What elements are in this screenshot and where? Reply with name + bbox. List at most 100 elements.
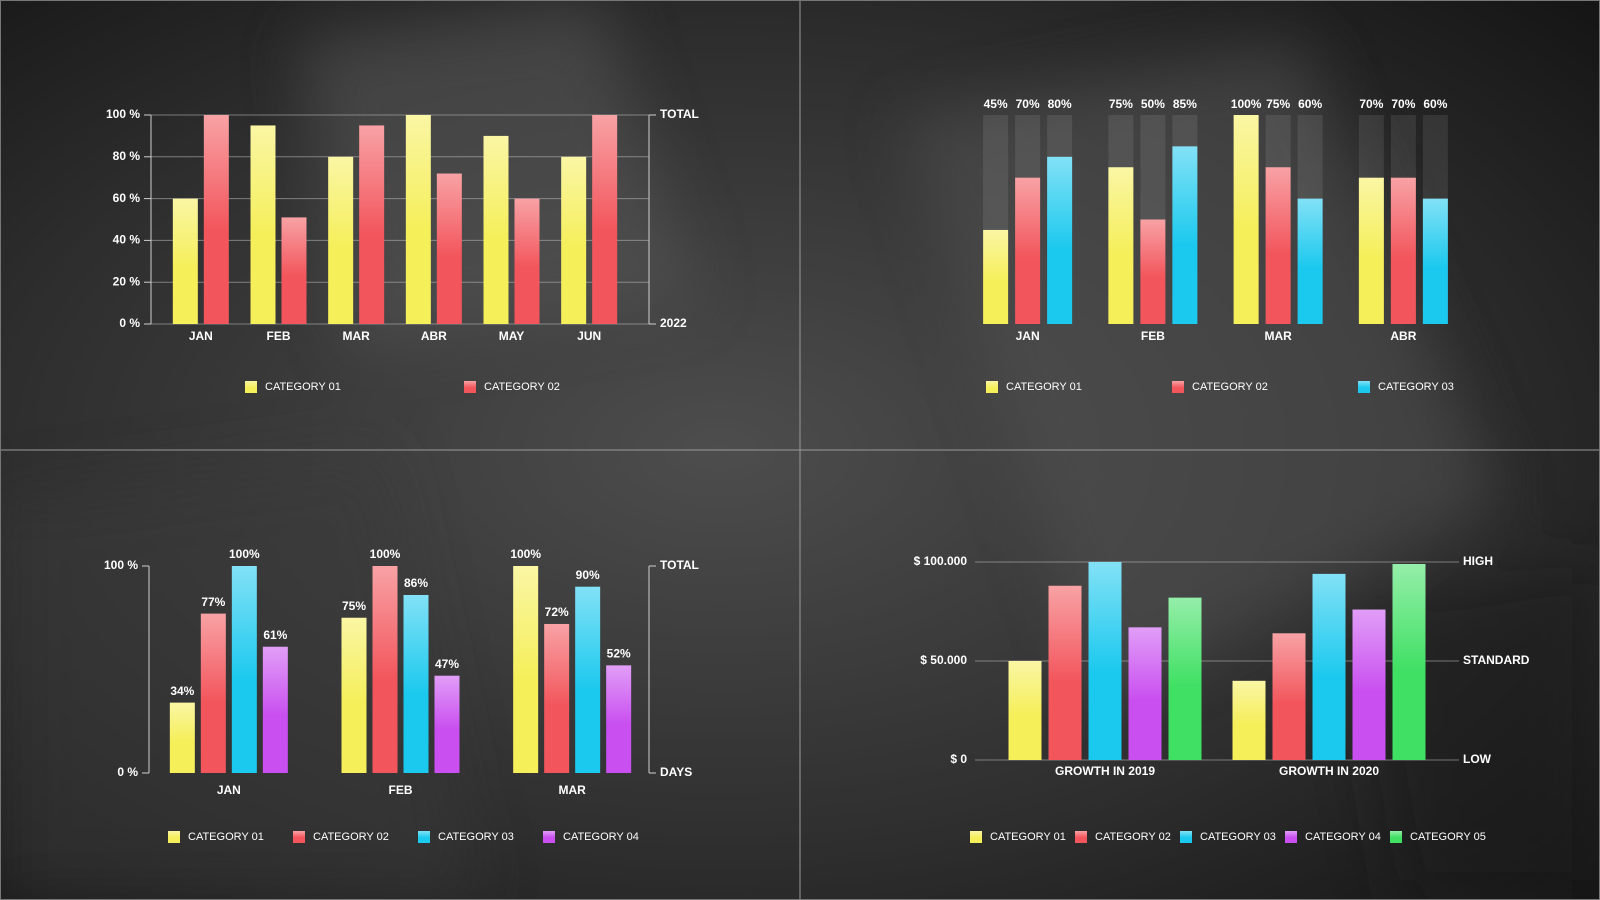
legend-label: CATEGORY 03 <box>438 831 514 843</box>
bar <box>606 665 632 773</box>
x-tick-label: JUN <box>577 329 601 343</box>
x-tick-label: MAR <box>343 329 371 343</box>
bar <box>1232 680 1266 760</box>
legend-label: CATEGORY 03 <box>1200 831 1276 843</box>
bar <box>250 125 276 324</box>
legend-label: CATEGORY 02 <box>1192 381 1268 393</box>
bar <box>561 156 587 324</box>
legend-label: CATEGORY 02 <box>1095 831 1171 843</box>
value-label: 45% <box>984 97 1008 111</box>
legend-swatch <box>1358 381 1370 393</box>
x-tick-label: ABR <box>1390 329 1416 343</box>
legend-label: CATEGORY 01 <box>1006 381 1082 393</box>
x-tick-label: JAN <box>1016 329 1040 343</box>
bar <box>372 566 398 773</box>
y-tick-label: 100 % <box>104 558 138 572</box>
value-label: 34% <box>170 684 194 698</box>
bar <box>200 613 226 773</box>
value-label: 70% <box>1016 97 1040 111</box>
value-label: 77% <box>201 595 225 609</box>
legend-label: CATEGORY 01 <box>188 831 264 843</box>
bar <box>1128 627 1162 760</box>
bar <box>1088 562 1122 760</box>
bar <box>434 675 460 773</box>
bar <box>1392 563 1426 760</box>
value-label: 100% <box>510 547 541 561</box>
bar <box>231 566 257 773</box>
x-tick-label: GROWTH IN 2020 <box>1279 764 1379 778</box>
legend-swatch <box>1172 381 1184 393</box>
value-label: 72% <box>545 605 569 619</box>
x-tick-label: MAR <box>559 783 587 797</box>
legend-label: CATEGORY 03 <box>1378 381 1454 393</box>
value-label: 60% <box>1298 97 1322 111</box>
bar <box>1015 177 1041 324</box>
bar <box>1168 597 1202 760</box>
bar <box>359 125 385 324</box>
legend-swatch <box>970 831 982 843</box>
bar <box>169 702 195 773</box>
y2-tick-label: STANDARD <box>1463 653 1530 667</box>
value-label: 60% <box>1423 97 1447 111</box>
legend-label: CATEGORY 04 <box>563 831 639 843</box>
bar <box>513 566 539 773</box>
x-tick-label: GROWTH IN 2019 <box>1055 764 1155 778</box>
value-label: 47% <box>435 657 459 671</box>
y2-tick-label: HIGH <box>1463 554 1493 568</box>
bar <box>172 198 198 324</box>
legend-swatch <box>1285 831 1297 843</box>
legend-label: CATEGORY 02 <box>313 831 389 843</box>
x-tick-label: FEB <box>1141 329 1165 343</box>
bar <box>1108 167 1134 324</box>
bar <box>328 156 354 324</box>
y2-tick-label: DAYS <box>660 765 692 779</box>
bar <box>1172 146 1198 324</box>
x-tick-label: JAN <box>217 783 241 797</box>
bar <box>514 198 540 324</box>
value-label: 80% <box>1048 97 1072 111</box>
bar <box>405 115 431 324</box>
bar <box>203 115 229 324</box>
bar <box>403 594 429 773</box>
value-label: 70% <box>1359 97 1383 111</box>
y-tick-label: $ 100.000 <box>914 554 968 568</box>
y-tick-label: 20 % <box>113 274 141 288</box>
bar <box>483 135 509 324</box>
bar <box>1272 633 1306 760</box>
legend-swatch <box>418 831 430 843</box>
bar <box>592 115 618 324</box>
y2-tick-label: TOTAL <box>660 558 699 572</box>
value-label: 50% <box>1141 97 1165 111</box>
bar <box>1265 167 1291 324</box>
legend-label: CATEGORY 01 <box>990 831 1066 843</box>
bar <box>1390 177 1416 324</box>
bar <box>1047 156 1073 324</box>
legend-swatch <box>293 831 305 843</box>
legend-swatch <box>464 381 476 393</box>
y-tick-label: 0 % <box>119 316 140 330</box>
value-label: 90% <box>576 568 600 582</box>
y2-tick-label: TOTAL <box>660 107 699 121</box>
bar <box>544 623 570 773</box>
value-label: 100% <box>1231 97 1262 111</box>
legend-label: CATEGORY 04 <box>1305 831 1381 843</box>
value-label: 70% <box>1391 97 1415 111</box>
value-label: 100% <box>229 547 260 561</box>
y-tick-label: 100 % <box>106 107 140 121</box>
bar <box>983 229 1009 324</box>
bar <box>1048 585 1082 760</box>
value-label: 75% <box>1109 97 1133 111</box>
bar <box>1422 198 1448 324</box>
bar <box>1312 573 1346 760</box>
legend-swatch <box>986 381 998 393</box>
value-label: 52% <box>607 647 631 661</box>
x-tick-label: MAR <box>1264 329 1292 343</box>
bar <box>1233 115 1259 324</box>
value-label: 100% <box>370 547 401 561</box>
legend-swatch <box>1075 831 1087 843</box>
value-label: 75% <box>1266 97 1290 111</box>
y-tick-label: $ 50.000 <box>920 653 967 667</box>
y-tick-label: 60 % <box>113 191 141 205</box>
bar <box>1008 661 1042 760</box>
